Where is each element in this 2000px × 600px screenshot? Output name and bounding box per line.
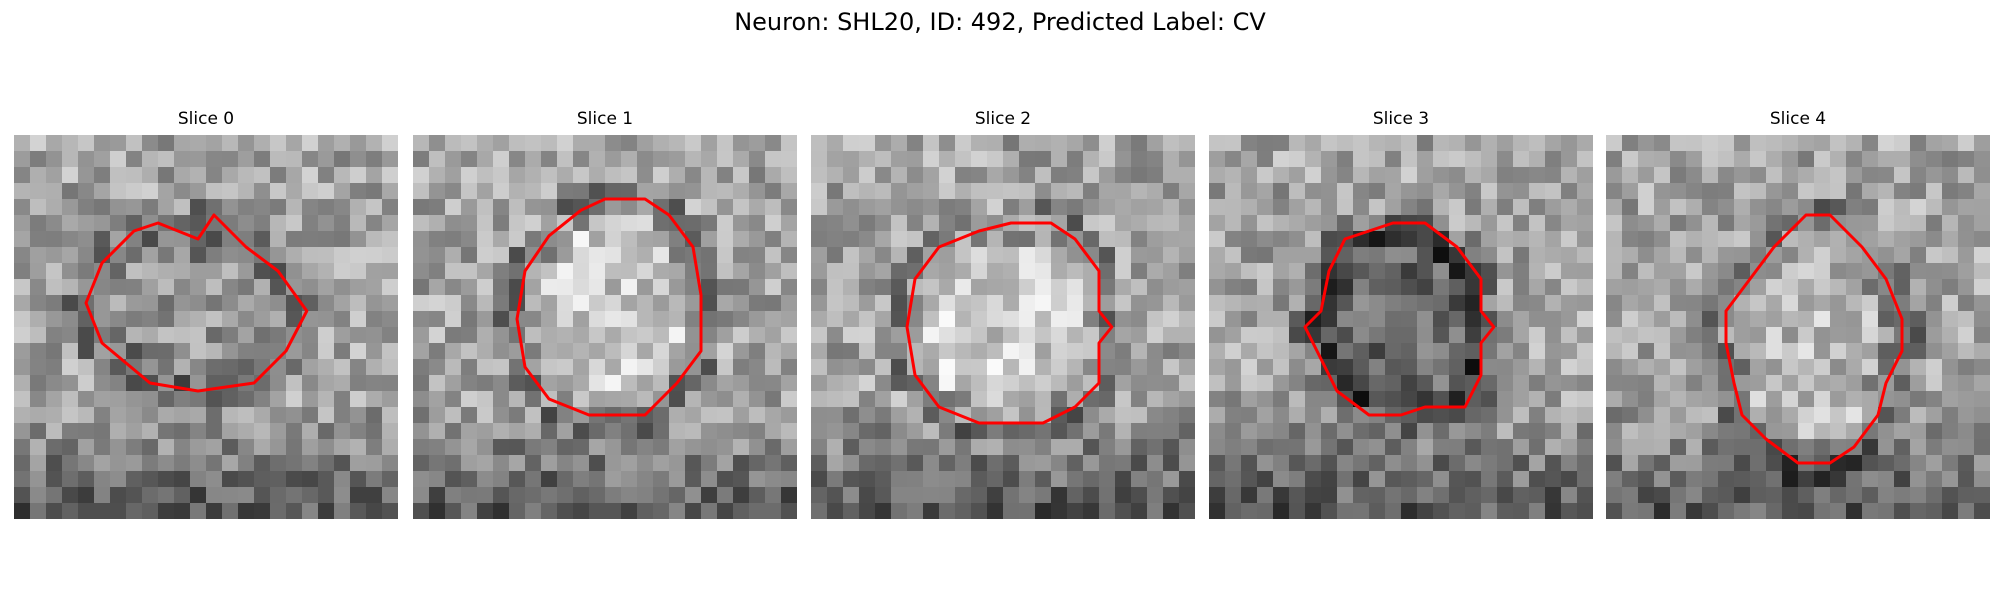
- slice-title: Slice 4: [1769, 109, 1827, 129]
- segmentation-contour: [1724, 213, 1904, 465]
- image-pixels: [1606, 135, 1990, 519]
- slice-panel-3: Slice 3: [1209, 108, 1593, 519]
- slice-panel-2: Slice 2: [811, 108, 1195, 519]
- segmentation-contour: [905, 221, 1114, 425]
- image-pixels: [14, 135, 398, 519]
- image-pixels: [811, 135, 1195, 519]
- image-pixels: [413, 135, 797, 519]
- slice-image: [413, 135, 797, 519]
- slice-panel-4: Slice 4: [1606, 108, 1990, 519]
- slice-image: [1209, 135, 1593, 519]
- slice-panel-1: Slice 1: [413, 108, 797, 519]
- segmentation-contour: [84, 213, 309, 393]
- image-pixels: [1209, 135, 1593, 519]
- slice-image: [811, 135, 1195, 519]
- segmentation-contour: [1303, 221, 1496, 417]
- slice-title: Slice 0: [177, 109, 235, 129]
- slice-title: Slice 3: [1372, 109, 1430, 129]
- figure-title: Neuron: SHL20, ID: 492, Predicted Label:…: [734, 8, 1266, 36]
- slice-image: [1606, 135, 1990, 519]
- slice-panel-0: Slice 0: [14, 108, 398, 519]
- segmentation-contour: [515, 197, 703, 417]
- slice-title: Slice 1: [576, 109, 634, 129]
- slice-title: Slice 2: [974, 109, 1032, 129]
- slice-image: [14, 135, 398, 519]
